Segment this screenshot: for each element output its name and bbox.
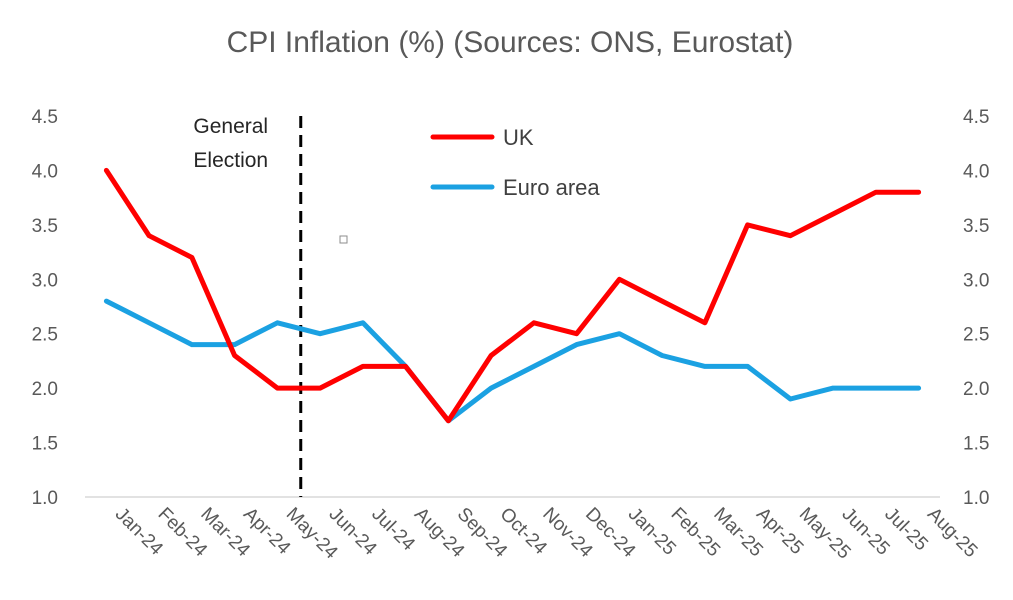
data-point-euro-area: [276, 322, 278, 324]
data-point-euro-area: [661, 354, 663, 356]
chart-title: CPI Inflation (%) (Sources: ONS, Eurosta…: [227, 26, 794, 59]
data-point-euro-area: [234, 344, 236, 346]
y-tick-left: 4.5: [32, 107, 58, 128]
data-point-euro-area: [191, 344, 193, 346]
data-point-euro-area: [618, 333, 620, 335]
data-point-euro-area: [490, 387, 492, 389]
data-point-uk: [362, 365, 364, 367]
y-tick-right: 3.5: [963, 216, 989, 237]
data-point-euro-area: [576, 344, 578, 346]
data-point-uk: [618, 278, 620, 280]
data-point-euro-area: [918, 387, 920, 389]
data-point-euro-area: [704, 365, 706, 367]
data-point-uk: [661, 300, 663, 302]
data-point-euro-area: [319, 333, 321, 335]
y-tick-left: 1.5: [32, 434, 58, 455]
data-point-uk: [576, 333, 578, 335]
data-point-uk: [234, 354, 236, 356]
data-point-uk: [533, 322, 535, 324]
data-point-uk: [319, 387, 321, 389]
y-tick-right: 4.5: [963, 107, 989, 128]
selection-handle-icon: [339, 235, 348, 244]
y-tick-right: 1.0: [963, 488, 989, 509]
data-point-euro-area: [362, 322, 364, 324]
y-tick-right: 2.0: [963, 379, 989, 400]
x-axis-ticks: Jan-24Feb-24Mar-24Apr-24May-24Jun-24Jul-…: [111, 504, 981, 564]
data-point-euro-area: [533, 365, 535, 367]
general-election-annotation: General Election: [193, 115, 303, 497]
y-tick-left: 1.0: [32, 488, 58, 509]
series-line-uk: [103, 167, 922, 424]
data-point-euro-area: [875, 387, 877, 389]
annotation-label-line-1: General: [193, 115, 268, 138]
data-point-uk: [447, 420, 449, 422]
y-tick-left: 2.5: [32, 325, 58, 346]
data-point-uk: [875, 191, 877, 193]
y-tick-left: 2.0: [32, 379, 58, 400]
legend-label: Euro area: [503, 175, 600, 200]
data-point-uk: [105, 169, 107, 171]
y-tick-right: 2.5: [963, 325, 989, 346]
data-point-uk: [704, 322, 706, 324]
y-tick-right: 1.5: [963, 434, 989, 455]
y-tick-right: 3.0: [963, 270, 989, 291]
y-tick-left: 4.0: [32, 161, 58, 182]
y-tick-left: 3.5: [32, 216, 58, 237]
data-point-uk: [405, 365, 407, 367]
series-line-euro-area: [103, 298, 922, 424]
data-point-euro-area: [789, 398, 791, 400]
data-point-uk: [918, 191, 920, 193]
legend: UK Euro area: [430, 125, 600, 200]
annotation-label-line-2: Election: [193, 149, 268, 172]
data-point-uk: [747, 224, 749, 226]
data-point-euro-area: [105, 300, 107, 302]
data-point-uk: [789, 235, 791, 237]
data-point-euro-area: [832, 387, 834, 389]
data-point-euro-area: [747, 365, 749, 367]
x-tick-label: Aug-25: [923, 504, 981, 562]
data-point-uk: [490, 354, 492, 356]
legend-label: UK: [503, 125, 534, 150]
data-point-uk: [276, 387, 278, 389]
y-tick-left: 3.0: [32, 270, 58, 291]
series-layer: [103, 167, 922, 424]
y-tick-right: 4.0: [963, 161, 989, 182]
data-point-uk: [191, 257, 193, 259]
y-axis-left: 1.0 1.5 2.0 2.5 3.0 3.5 4.0 4.5: [32, 107, 58, 509]
data-point-euro-area: [148, 322, 150, 324]
data-point-uk: [148, 235, 150, 237]
data-point-uk: [832, 213, 834, 215]
y-axis-right: 1.0 1.5 2.0 2.5 3.0 3.5 4.0 4.5: [963, 107, 989, 509]
